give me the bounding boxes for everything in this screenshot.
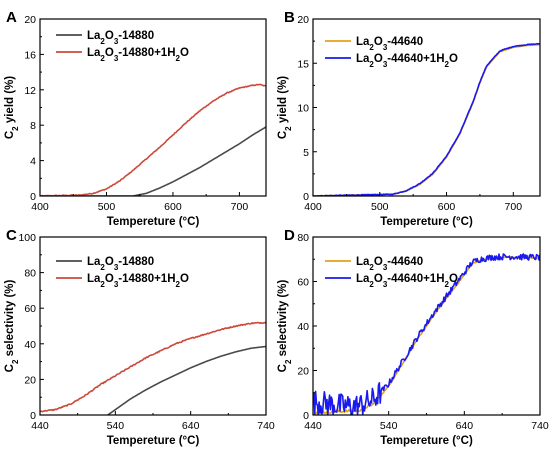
chart-panel-d: D 440 540 640 740 0 20 40 60 80 Tempereture (°C) C2… bbox=[277, 227, 549, 447]
x-tick-label: 540 bbox=[107, 420, 125, 432]
chart-panel-b: B 400 500 600 700 0 5 10 15 20 Tempereture (°C) C2 … bbox=[277, 9, 541, 228]
chart-panel-a: A 400 500 600 700 0 4 8 12 16 20 Tempereture (°C) C2… bbox=[4, 9, 267, 228]
x-tick-label: 740 bbox=[257, 420, 275, 432]
x-tick-label: 600 bbox=[164, 201, 182, 213]
panel-label: B bbox=[284, 9, 295, 26]
legend-label: La2O3-44640 bbox=[356, 36, 423, 52]
y-tick-label: 12 bbox=[24, 85, 36, 97]
y-tick-label: 15 bbox=[297, 58, 309, 70]
series-line-1 bbox=[40, 126, 266, 196]
legend-label: La2O3-14880+1H2O bbox=[87, 47, 189, 63]
y-tick-label: 100 bbox=[18, 232, 36, 244]
y-tick-label: 0 bbox=[30, 191, 36, 203]
series-line-2 bbox=[40, 83, 266, 196]
x-tick-label: 740 bbox=[531, 420, 549, 432]
y-tick-label: 8 bbox=[30, 120, 36, 132]
y-tick-label: 10 bbox=[297, 103, 309, 115]
y-tick-label: 80 bbox=[24, 268, 36, 280]
x-axis-label: Tempereture (°C) bbox=[380, 435, 473, 447]
series-group bbox=[40, 83, 266, 196]
y-tick-label: 40 bbox=[297, 321, 309, 333]
series-line-2 bbox=[40, 321, 266, 413]
x-tick-label: 600 bbox=[438, 201, 456, 213]
y-tick-label: 5 bbox=[303, 147, 309, 159]
series-line-1 bbox=[107, 345, 266, 415]
x-tick-label: 440 bbox=[304, 420, 322, 432]
panel-label: C bbox=[6, 227, 17, 244]
y-axis-label: C2 selectivity (%) bbox=[277, 280, 293, 373]
x-tick-label: 400 bbox=[31, 201, 49, 213]
x-axis-label: Tempereture (°C) bbox=[107, 216, 200, 228]
series-line-2 bbox=[313, 42, 540, 196]
x-tick-label: 700 bbox=[505, 201, 523, 213]
y-tick-label: 20 bbox=[297, 14, 309, 26]
x-tick-label: 440 bbox=[31, 420, 49, 432]
series-line-2 bbox=[313, 253, 540, 415]
x-tick-label: 400 bbox=[304, 201, 322, 213]
y-axis-label: C2 yield (%) bbox=[277, 76, 293, 139]
y-tick-label: 0 bbox=[303, 410, 309, 422]
panel-label: A bbox=[6, 9, 17, 26]
x-tick-label: 640 bbox=[456, 420, 474, 432]
y-tick-label: 16 bbox=[24, 49, 36, 61]
x-tick-label: 640 bbox=[182, 420, 200, 432]
y-tick-label: 80 bbox=[297, 232, 309, 244]
y-tick-label: 20 bbox=[297, 366, 309, 378]
x-tick-label: 700 bbox=[231, 201, 249, 213]
chart-panel-c: C 440 540 640 740 0 20 40 60 80 100 Tempereture (°C… bbox=[4, 227, 275, 447]
series-line-1 bbox=[313, 43, 540, 196]
legend-label: La2O3-14880 bbox=[87, 256, 154, 272]
y-tick-label: 0 bbox=[30, 410, 36, 422]
series-group bbox=[313, 42, 540, 196]
x-tick-label: 540 bbox=[380, 420, 398, 432]
panel-label: D bbox=[284, 227, 295, 244]
y-tick-label: 20 bbox=[24, 374, 36, 386]
legend-label: La2O3-44640+1H2O bbox=[356, 53, 458, 69]
x-tick-label: 500 bbox=[371, 201, 389, 213]
y-tick-label: 60 bbox=[297, 277, 309, 289]
y-axis-label: C2 yield (%) bbox=[4, 76, 20, 139]
series-group bbox=[313, 253, 540, 415]
legend-label: La2O3-44640 bbox=[356, 256, 423, 272]
x-axis-label: Tempereture (°C) bbox=[107, 435, 200, 447]
y-tick-label: 4 bbox=[30, 156, 36, 168]
plot-frame bbox=[312, 18, 541, 197]
legend-label: La2O3-14880 bbox=[87, 30, 154, 46]
x-axis-label: Tempereture (°C) bbox=[380, 216, 473, 228]
x-tick-label: 500 bbox=[98, 201, 116, 213]
y-tick-label: 20 bbox=[24, 14, 36, 26]
y-tick-label: 0 bbox=[303, 191, 309, 203]
legend-label: La2O3-44640+1H2O bbox=[356, 273, 458, 289]
legend-label: La2O3-14880+1H2O bbox=[87, 273, 189, 289]
y-axis-label: C2 selectivity (%) bbox=[4, 280, 20, 373]
series-group bbox=[40, 321, 266, 415]
plot-frame bbox=[39, 18, 267, 197]
y-tick-label: 40 bbox=[24, 339, 36, 351]
y-tick-label: 60 bbox=[24, 303, 36, 315]
